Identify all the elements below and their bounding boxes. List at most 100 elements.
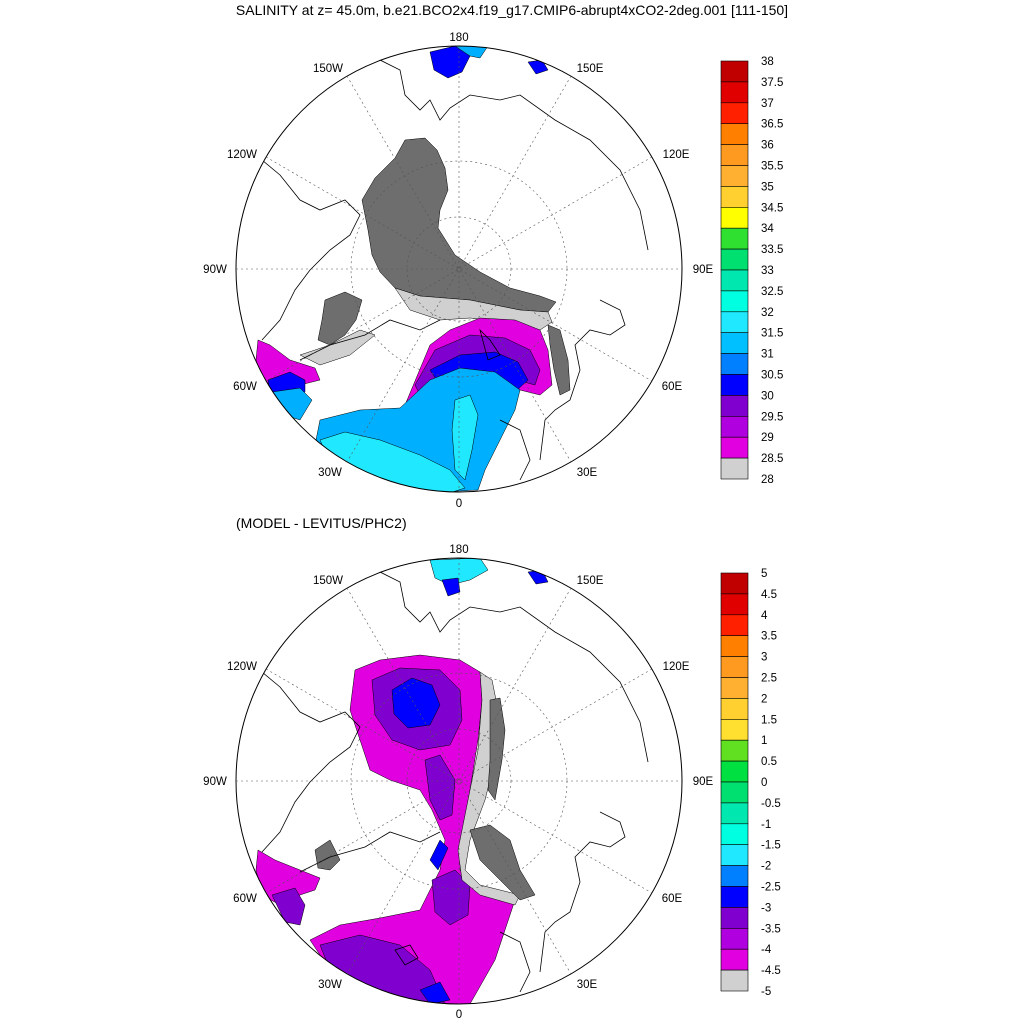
bottom-colorbar-tick-label: -3.5 — [761, 923, 781, 935]
top-colorbar-tick-label: 34 — [761, 223, 774, 235]
bottom-violet-south — [431, 869, 471, 926]
top-colorbar-swatch — [720, 436, 749, 459]
top-colorbar-tick-label: 32.5 — [761, 286, 783, 298]
bottom-label-150e: 150E — [577, 575, 604, 587]
top-colorbar-swatch — [720, 353, 749, 375]
bottom-dark-gray-west — [314, 839, 341, 871]
bottom-longitude-labels: 180 150W 150E 120W 120E 90W 90E 60W 60E … — [203, 544, 713, 1021]
top-colorbar-tick-label: 34.5 — [761, 202, 783, 214]
bottom-label-0: 0 — [456, 1009, 462, 1021]
bottom-blue-south — [419, 981, 451, 1004]
top-colorbar-tick-label: 29.5 — [761, 411, 783, 423]
top-label-60w: 60W — [233, 381, 257, 393]
bottom-map-fields — [249, 558, 649, 1004]
bottom-label-60e: 60E — [662, 893, 683, 905]
top-colorbar-tick-label: 37.5 — [761, 77, 783, 89]
top-colorbar-swatch — [720, 248, 749, 271]
top-colorbar-tick-label: 31.5 — [761, 328, 783, 340]
bottom-colorbar-swatch — [720, 572, 749, 595]
bottom-label-150w: 150W — [313, 575, 343, 587]
top-label-30w: 30W — [318, 467, 342, 479]
top-colorbar-tick-label: 33 — [761, 265, 774, 277]
top-colorbar-tick-label: 32 — [761, 307, 774, 319]
top-longitude-labels: 180 150W 150E 120W 120E 90W 90E 60W 60E … — [203, 32, 713, 510]
bottom-blue-core — [391, 677, 441, 729]
bottom-colorbar-tick-label: 3.5 — [761, 631, 777, 643]
bottom-map: 180 150W 150E 120W 120E 90W 90E 60W 60E … — [203, 544, 713, 1021]
top-dark-gray-region — [361, 137, 557, 313]
top-label-60e: 60E — [662, 381, 683, 393]
top-colorbar-tick-label: 35 — [761, 181, 774, 193]
bottom-colorbar-tick-label: 2.5 — [761, 673, 777, 685]
bottom-colorbar-tick-label: 5 — [761, 568, 767, 580]
bottom-colorbar-swatch — [720, 718, 749, 741]
bottom-colorbar-tick-label: -1.5 — [761, 840, 781, 852]
bottom-colorbar-swatch — [720, 865, 749, 887]
bottom-label-120e: 120E — [663, 661, 690, 673]
top-colorbar-tick-label: 30.5 — [761, 370, 783, 382]
top-bering-sky — [454, 46, 489, 59]
top-colorbar-swatch — [720, 269, 749, 292]
bottom-colorbar-swatch — [720, 844, 749, 866]
top-colorbar-swatch — [720, 81, 749, 104]
top-label-30e: 30E — [577, 467, 598, 479]
top-map: 180 150W 150E 120W 120E 90W 90E 60W 60E … — [203, 32, 713, 510]
bottom-colorbar-tick-label: -3 — [761, 902, 771, 914]
bottom-colorbar-tick-label: -4.5 — [761, 965, 781, 977]
bottom-colorbar-tick-label: -0.5 — [761, 798, 781, 810]
bottom-graticule — [236, 558, 682, 1004]
bottom-colorbar-tick-label: 0 — [761, 777, 767, 789]
top-colorbar-tick-label: 30 — [761, 390, 774, 402]
bottom-colorbar-tick-label: 3 — [761, 652, 767, 664]
bottom-colorbar-swatch — [720, 739, 749, 762]
bottom-colorbar-tick-label: -5 — [761, 986, 771, 998]
bottom-bering-sky — [429, 558, 489, 586]
bottom-colorbar-tick-label: 2 — [761, 693, 767, 705]
top-colorbar-tick-label: 36 — [761, 140, 774, 152]
top-light-gray-region — [394, 287, 553, 331]
top-colorbar-tick-label: 31 — [761, 349, 774, 361]
bottom-colorbar-tick-label: 4 — [761, 610, 768, 622]
bottom-colorbar-swatch — [720, 781, 749, 804]
top-label-180: 180 — [449, 32, 468, 44]
top-coastlines — [249, 59, 649, 481]
top-colorbar: 38 37.5 37 36.5 36 35.5 35 34.5 34 33.5 33 32.5 32 31… — [720, 56, 783, 486]
bottom-colorbar-swatch — [720, 948, 749, 971]
bottom-dark-gray-east — [469, 824, 536, 901]
top-label-90w: 90W — [203, 264, 227, 276]
bottom-label-30e: 30E — [577, 979, 598, 991]
bottom-colorbar-swatch — [720, 635, 749, 657]
top-colorbar-swatch — [720, 290, 749, 313]
bottom-colorbar-swatch — [720, 969, 749, 992]
subtitle: (MODEL - LEVITUS/PHC2) — [236, 515, 407, 531]
top-colorbar-swatch — [720, 102, 749, 125]
bottom-label-90e: 90E — [693, 776, 714, 788]
bottom-violet-mid — [424, 754, 456, 821]
bottom-colorbar-tick-label: 1 — [761, 735, 767, 747]
bottom-colorbar: 5 4.5 4 3.5 3 2.5 2 1.5 1 0.5 0 -0.5 -1 -1.5 -2 -2.5 -3 -… — [720, 568, 781, 998]
bottom-colorbar-swatch — [720, 886, 749, 908]
bottom-colorbar-swatch — [720, 760, 749, 783]
bottom-colorbar-swatch — [720, 823, 749, 845]
bottom-colorbar-tick-label: 0.5 — [761, 756, 777, 768]
top-cyan-tongue — [451, 394, 479, 481]
top-colorbar-tick-label: 29 — [761, 432, 774, 444]
bottom-colorbar-swatch — [720, 907, 749, 929]
top-colorbar-swatch — [720, 332, 749, 354]
top-label-150w: 150W — [313, 63, 343, 75]
top-label-120e: 120E — [663, 149, 690, 161]
bottom-colorbar-swatch — [720, 677, 749, 699]
bottom-label-180: 180 — [449, 544, 468, 556]
bottom-colorbar-swatch — [720, 656, 749, 678]
top-colorbar-swatch — [720, 186, 749, 208]
bottom-colorbar-tick-label: -1 — [761, 819, 771, 831]
top-label-0: 0 — [456, 498, 462, 510]
bottom-colorbar-swatch — [720, 593, 749, 616]
bottom-label-30w: 30W — [318, 979, 342, 991]
top-colorbar-swatch — [720, 207, 749, 229]
top-colorbar-tick-label: 35.5 — [761, 161, 783, 173]
top-colorbar-swatch — [720, 311, 749, 333]
top-colorbar-swatch — [720, 395, 749, 417]
top-colorbar-tick-label: 37 — [761, 98, 774, 110]
